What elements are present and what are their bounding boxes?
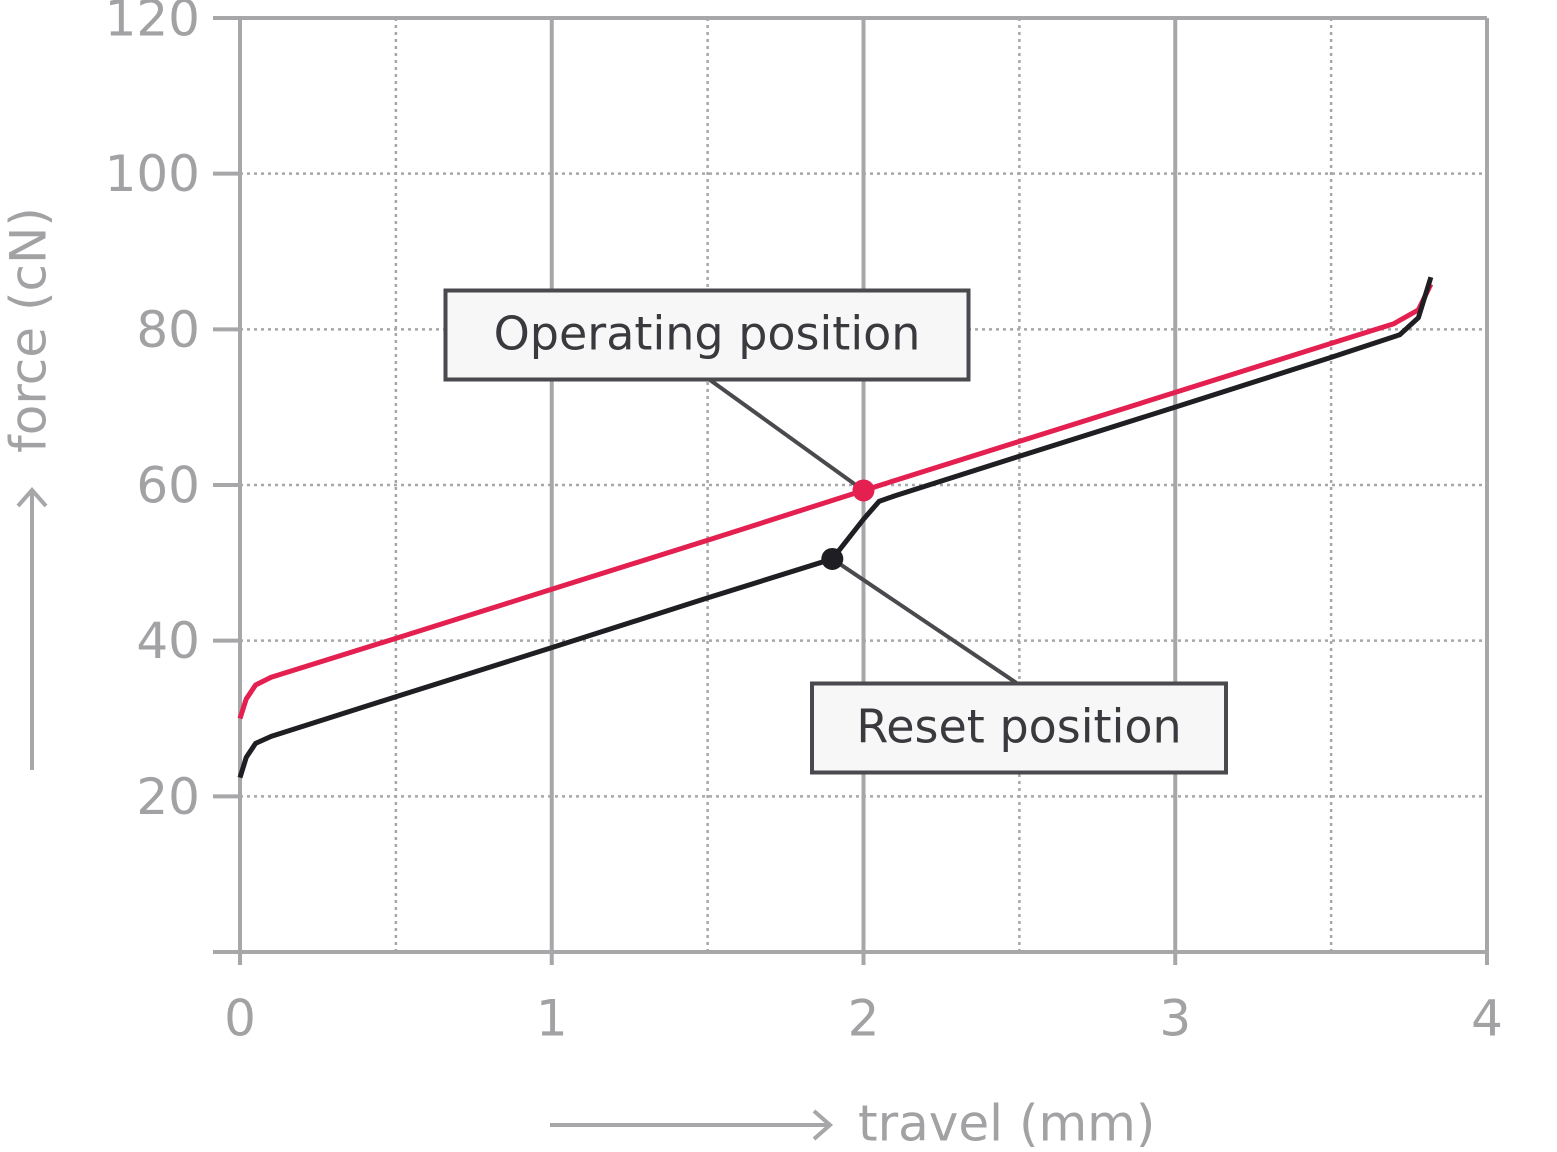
x-tick-label: 2 bbox=[848, 990, 880, 1048]
y-tick-label: 100 bbox=[105, 145, 200, 203]
x-arrow-head bbox=[812, 1109, 834, 1141]
x-tick-label: 3 bbox=[1159, 990, 1191, 1048]
y-arrow-head bbox=[16, 486, 48, 508]
annotation-text: Reset position bbox=[856, 700, 1181, 754]
y-tick-label: 20 bbox=[136, 768, 200, 826]
line bbox=[237, 276, 1434, 779]
annotation-box bbox=[443, 288, 971, 382]
y-tick-label: 120 bbox=[105, 0, 200, 48]
x-axis-label: travel (mm) bbox=[858, 1095, 1155, 1152]
annotation-point bbox=[821, 547, 844, 570]
annotation-text: Operating position bbox=[494, 307, 921, 361]
line bbox=[237, 283, 1434, 720]
annotation-box bbox=[810, 681, 1228, 775]
y-tick-label: 40 bbox=[136, 612, 200, 670]
x-tick-label: 1 bbox=[536, 990, 568, 1048]
x-tick-label: 0 bbox=[224, 990, 256, 1048]
y-tick-label: 80 bbox=[136, 301, 200, 359]
y-axis-label: force (cN) bbox=[0, 207, 58, 453]
x-tick-label: 4 bbox=[1471, 990, 1503, 1048]
annotation-leader bbox=[831, 557, 1020, 686]
annotation-point bbox=[852, 479, 875, 502]
y-tick-label: 60 bbox=[136, 457, 200, 515]
annotation-leader bbox=[708, 378, 865, 493]
